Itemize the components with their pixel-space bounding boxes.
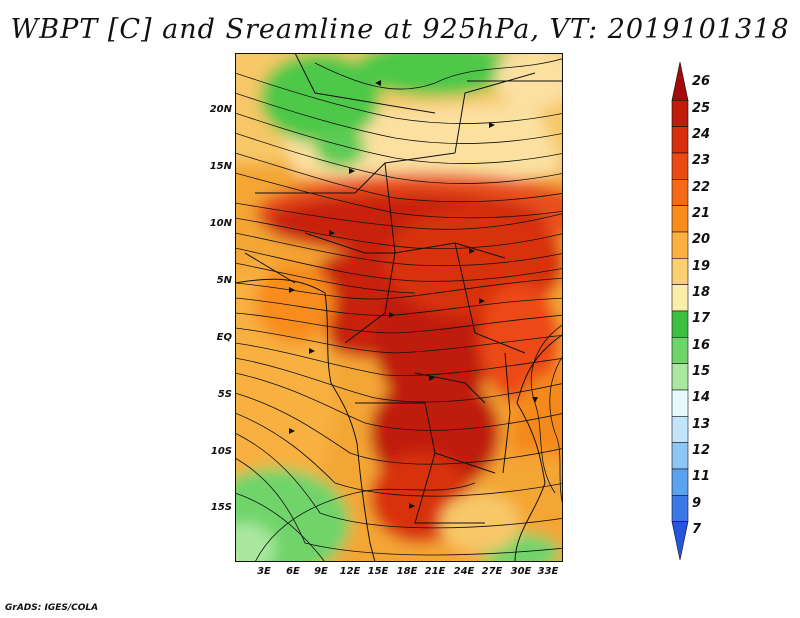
- colorbar-segment: [671, 100, 689, 127]
- lon-label-9e: 9E: [314, 566, 328, 577]
- wbpt-streamline-map: [235, 53, 563, 562]
- temperature-field: [235, 53, 563, 562]
- colorbar-label: 14: [692, 390, 711, 406]
- colorbar-segment: [671, 363, 689, 391]
- colorbar-segment: [671, 231, 689, 259]
- colorbar-label: 26: [692, 74, 711, 90]
- lon-label-24e: 24E: [453, 566, 475, 577]
- lon-label-18e: 18E: [396, 566, 418, 577]
- lon-label-33e: 33E: [537, 566, 559, 577]
- colorbar-label: 24: [692, 127, 711, 142]
- colorbar-label: 15: [692, 364, 711, 379]
- lon-label-12e: 12E: [339, 566, 361, 577]
- lat-label-5s: 5S: [217, 389, 232, 400]
- colorbar-label: 25: [692, 100, 711, 116]
- colorbar-segment: [671, 205, 689, 233]
- lat-label-15s: 15S: [210, 502, 232, 513]
- colorbar-segment: [671, 495, 689, 522]
- colorbar-label: 23: [692, 153, 711, 169]
- lat-label-10s: 10S: [210, 446, 232, 457]
- colorbar-segment: [671, 337, 689, 364]
- colorbar-segment: [671, 310, 689, 338]
- lon-label-21e: 21E: [424, 566, 446, 577]
- colorbar-label: 17: [692, 311, 711, 327]
- lon-label-15e: 15E: [367, 566, 389, 577]
- lon-label-30e: 30E: [510, 566, 532, 577]
- colorbar-segment: [671, 416, 689, 443]
- map-title: WBPT [C] and Sreamline at 925hPa, VT: 20…: [10, 14, 790, 45]
- colorbar-label: 11: [692, 469, 711, 485]
- colorbar-segment: [671, 389, 689, 417]
- colorbar-label: 22: [692, 179, 711, 195]
- colorbar-label: 18: [692, 285, 711, 300]
- colorbar-label: 16: [692, 337, 711, 353]
- colorbar: [671, 62, 689, 560]
- colorbar-segment: [671, 179, 689, 206]
- lon-label-27e: 27E: [481, 566, 503, 577]
- streamlines: [235, 58, 563, 562]
- colorbar-label: 19: [692, 258, 711, 274]
- colorbar-segment: [671, 258, 689, 285]
- lon-label-6e: 6E: [286, 566, 300, 577]
- colorbar-segment: [671, 442, 689, 470]
- colorbar-label: 12: [692, 443, 711, 458]
- lon-label-3e: 3E: [257, 566, 271, 577]
- lat-label-15n: 15N: [209, 161, 232, 172]
- colorbar-label: 7: [692, 522, 702, 537]
- grads-credit: GrADS: IGES/COLA: [5, 603, 99, 613]
- colorbar-segment: [671, 152, 689, 180]
- lat-label-20n: 20N: [209, 104, 232, 115]
- colorbar-segment: [671, 62, 689, 101]
- colorbar-segment: [671, 126, 689, 154]
- colorbar-label: 9: [692, 495, 702, 511]
- colorbar-segment: [671, 284, 689, 312]
- lat-label-10n: 10N: [209, 218, 232, 229]
- streamline-arrows: [289, 80, 538, 509]
- colorbar-label: 21: [692, 206, 711, 221]
- colorbar-segment: [671, 521, 689, 560]
- colorbar-label: 20: [692, 232, 711, 248]
- lat-label-5n: 5N: [216, 275, 232, 286]
- colorbar-label: 13: [692, 416, 711, 432]
- lat-label-eq: EQ: [216, 332, 232, 343]
- colorbar-segment: [671, 468, 689, 496]
